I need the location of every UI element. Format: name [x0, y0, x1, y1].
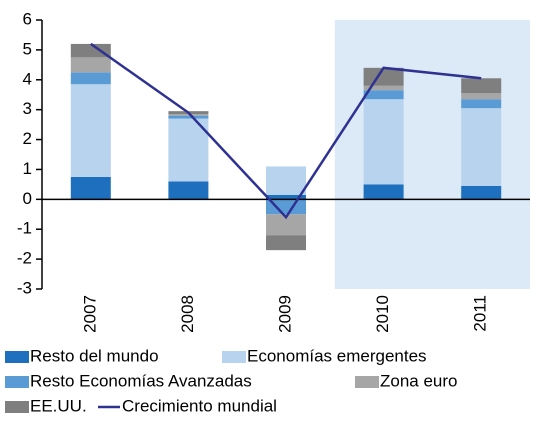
bar-segment — [168, 118, 209, 182]
bar-segment — [363, 99, 404, 185]
legend-swatch — [5, 351, 29, 363]
y-tick-label: 1 — [23, 159, 32, 178]
x-tick-label: 2008 — [178, 295, 197, 333]
bar-segment — [266, 214, 306, 236]
x-tick-label: 2009 — [275, 295, 294, 333]
legend-label: Economías emergentes — [247, 346, 427, 365]
bar-segment — [70, 72, 111, 85]
y-tick-label: 3 — [23, 99, 32, 118]
legend-label: Resto Economías Avanzadas — [30, 371, 252, 390]
bar-segment — [461, 185, 502, 200]
bar-segment — [168, 181, 209, 200]
bar-segment — [266, 235, 306, 251]
legend-label: EE.UU. — [30, 396, 87, 415]
x-tick-label: 2010 — [373, 295, 392, 333]
y-tick-label: 2 — [23, 129, 32, 148]
bar-segment — [461, 99, 502, 109]
bar-segment — [70, 176, 111, 200]
y-tick-label: 6 — [23, 9, 32, 28]
y-tick-label: -3 — [17, 278, 32, 297]
legend-label: Zona euro — [380, 371, 458, 390]
bar-segment — [363, 90, 404, 100]
bar-segment — [70, 84, 111, 177]
legend-swatch — [5, 401, 29, 413]
bar-segment — [461, 78, 502, 94]
legend-label: Resto del mundo — [30, 346, 159, 365]
x-tick-label: 2007 — [80, 295, 99, 333]
bar-segment — [461, 108, 502, 186]
legend-swatch — [355, 376, 379, 388]
y-tick-label: -1 — [17, 219, 32, 238]
bar-segment — [70, 43, 111, 58]
legend-swatch — [222, 351, 246, 363]
legend-label: Crecimiento mundial — [122, 396, 277, 415]
bar-segment — [461, 93, 502, 100]
bar-segment — [70, 57, 111, 73]
bar-segment — [168, 115, 209, 119]
x-tick-label: 2011 — [471, 295, 490, 332]
bar-segment — [168, 114, 209, 116]
legend-swatch — [5, 376, 29, 388]
y-tick-label: 5 — [23, 39, 32, 58]
bar-segment — [266, 166, 306, 195]
y-tick-label: 0 — [23, 189, 32, 208]
y-tick-label: -2 — [17, 249, 32, 268]
y-tick-label: 4 — [23, 69, 32, 88]
bar-segment — [363, 184, 404, 200]
line-series — [90, 42, 482, 220]
bar-segment — [363, 85, 404, 91]
bar-segment — [266, 194, 306, 200]
